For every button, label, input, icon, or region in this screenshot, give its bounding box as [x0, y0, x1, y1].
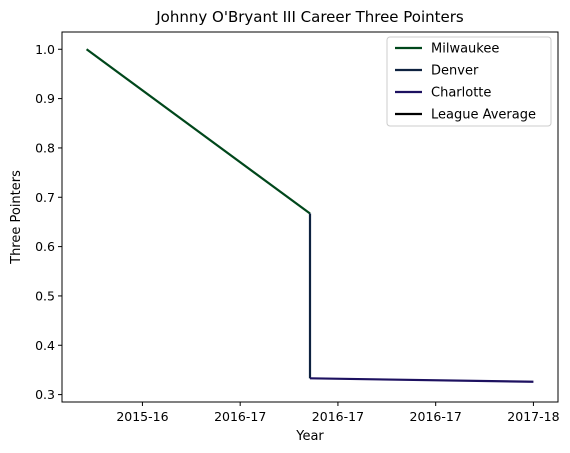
x-tick-label: 2017-18 [507, 409, 559, 424]
plot-area [85, 48, 534, 383]
y-axis: 0.3 0.4 0.5 0.6 0.7 0.8 0.9 1.0 [35, 42, 62, 402]
x-tick-label: 2015-16 [116, 409, 168, 424]
y-tick-label: 0.7 [35, 190, 55, 205]
x-axis-title: Year [295, 429, 324, 444]
y-tick-label: 0.3 [35, 387, 55, 402]
x-tick-label: 2016-17 [410, 409, 462, 424]
y-tick-label: 0.4 [35, 338, 55, 353]
x-tick-label: 2016-17 [214, 409, 266, 424]
legend-label: Charlotte [431, 86, 491, 101]
legend: Milwaukee Denver Charlotte League Average [386, 36, 552, 127]
x-axis: 2015-16 2016-17 2016-17 2016-17 2017-18 [116, 402, 560, 424]
legend-label: Milwaukee [431, 42, 499, 57]
y-tick-label: 1.0 [35, 42, 55, 57]
chart-title: Johnny O'Bryant III Career Three Pointer… [155, 8, 464, 26]
legend-label: Denver [431, 64, 479, 79]
x-tick-label: 2016-17 [312, 409, 364, 424]
y-tick-label: 0.9 [35, 91, 55, 106]
legend-label: League Average [431, 108, 536, 123]
y-tick-label: 0.6 [35, 239, 55, 254]
series-line-milwaukee [85, 48, 311, 215]
series-line-charlotte [309, 377, 534, 383]
plot-frame [61, 31, 559, 403]
y-axis-title: Three Pointers [9, 170, 24, 265]
legend-box [386, 36, 552, 127]
y-tick-label: 0.5 [35, 288, 55, 303]
y-tick-label: 0.8 [35, 140, 55, 155]
